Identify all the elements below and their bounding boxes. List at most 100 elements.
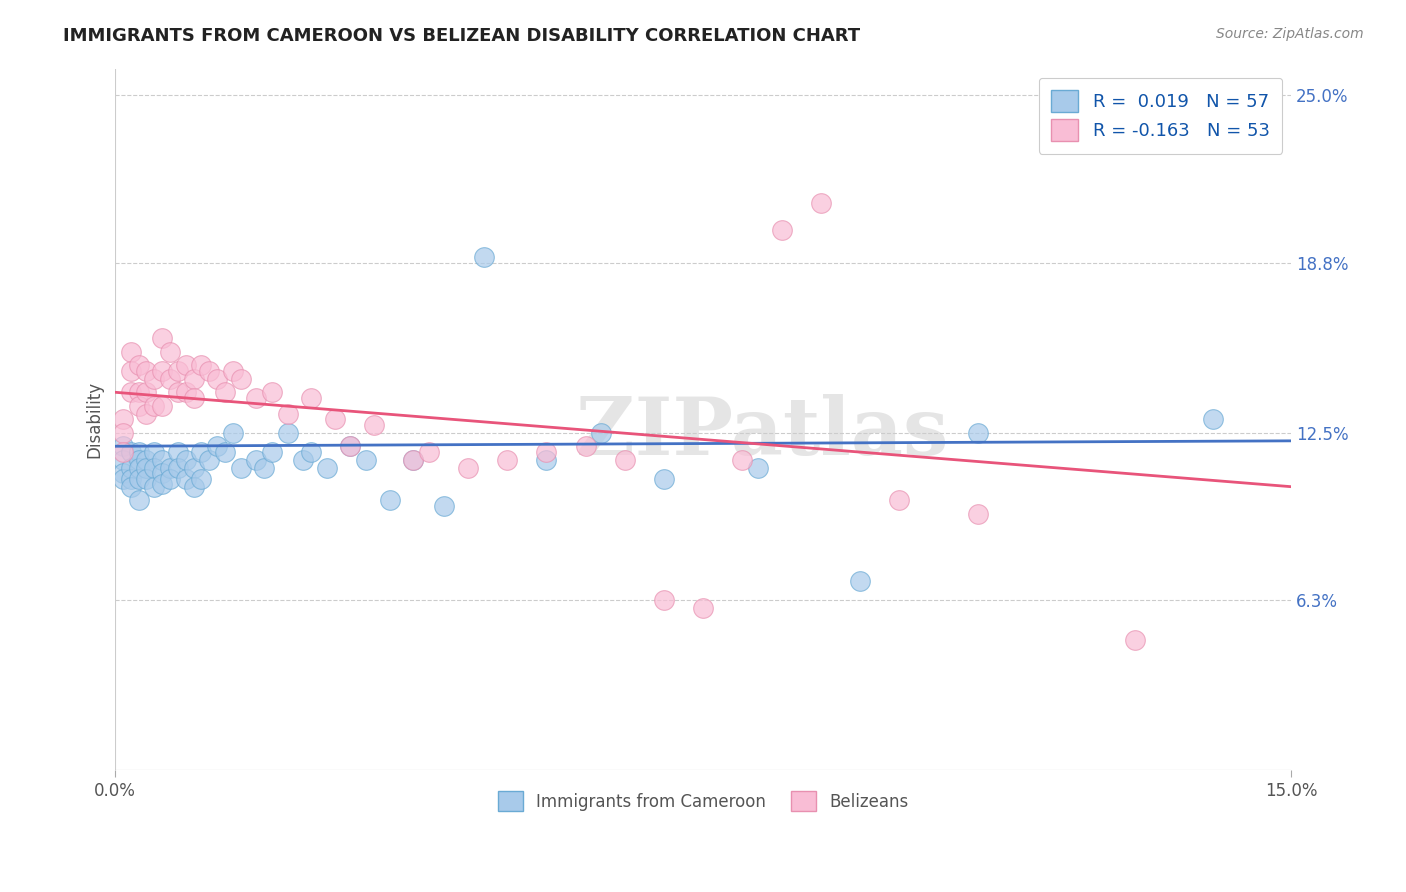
Point <box>418 444 440 458</box>
Point <box>354 452 377 467</box>
Point <box>299 391 322 405</box>
Point <box>198 452 221 467</box>
Point <box>174 385 197 400</box>
Point <box>120 480 142 494</box>
Point <box>229 460 252 475</box>
Point <box>1123 633 1146 648</box>
Point <box>120 385 142 400</box>
Point <box>128 452 150 467</box>
Point <box>166 460 188 475</box>
Point <box>111 467 134 481</box>
Point <box>613 452 636 467</box>
Text: IMMIGRANTS FROM CAMEROON VS BELIZEAN DISABILITY CORRELATION CHART: IMMIGRANTS FROM CAMEROON VS BELIZEAN DIS… <box>63 27 860 45</box>
Point <box>174 359 197 373</box>
Point <box>159 372 181 386</box>
Point <box>433 499 456 513</box>
Point <box>574 439 596 453</box>
Point <box>128 359 150 373</box>
Point <box>966 507 988 521</box>
Point <box>339 439 361 453</box>
Point <box>120 472 142 486</box>
Text: ZIPatlas: ZIPatlas <box>576 394 948 472</box>
Point <box>135 460 157 475</box>
Point <box>315 460 337 475</box>
Point <box>143 460 166 475</box>
Point <box>245 391 267 405</box>
Point <box>143 444 166 458</box>
Point <box>205 439 228 453</box>
Point <box>253 460 276 475</box>
Point <box>143 399 166 413</box>
Point <box>536 452 558 467</box>
Point <box>277 425 299 440</box>
Point <box>245 452 267 467</box>
Point <box>692 601 714 615</box>
Point <box>159 460 181 475</box>
Point <box>214 385 236 400</box>
Point <box>536 444 558 458</box>
Point <box>339 439 361 453</box>
Point <box>183 460 205 475</box>
Point <box>889 493 911 508</box>
Point <box>128 399 150 413</box>
Point <box>591 425 613 440</box>
Point <box>135 364 157 378</box>
Point <box>214 444 236 458</box>
Text: Source: ZipAtlas.com: Source: ZipAtlas.com <box>1216 27 1364 41</box>
Point <box>190 472 212 486</box>
Point <box>363 417 385 432</box>
Point <box>135 407 157 421</box>
Point <box>378 493 401 508</box>
Point <box>299 444 322 458</box>
Point <box>652 472 675 486</box>
Point <box>770 223 793 237</box>
Point <box>472 251 495 265</box>
Point <box>260 444 283 458</box>
Point <box>128 444 150 458</box>
Point <box>166 444 188 458</box>
Point <box>135 472 157 486</box>
Point <box>402 452 425 467</box>
Point <box>183 372 205 386</box>
Point <box>402 452 425 467</box>
Point <box>111 472 134 486</box>
Point <box>150 399 173 413</box>
Point <box>277 407 299 421</box>
Point <box>111 452 134 467</box>
Point <box>731 452 754 467</box>
Point <box>150 467 173 481</box>
Point <box>128 460 150 475</box>
Point <box>135 385 157 400</box>
Point <box>292 452 315 467</box>
Point <box>1202 412 1225 426</box>
Point <box>966 425 988 440</box>
Point <box>128 385 150 400</box>
Point <box>190 359 212 373</box>
Point <box>174 472 197 486</box>
Point <box>166 364 188 378</box>
Point <box>120 364 142 378</box>
Point <box>143 372 166 386</box>
Point <box>166 385 188 400</box>
Point <box>159 472 181 486</box>
Point <box>810 196 832 211</box>
Y-axis label: Disability: Disability <box>86 381 103 458</box>
Point <box>260 385 283 400</box>
Point <box>150 477 173 491</box>
Point <box>120 444 142 458</box>
Point <box>128 493 150 508</box>
Point <box>849 574 872 589</box>
Point <box>198 364 221 378</box>
Point <box>135 452 157 467</box>
Point <box>323 412 346 426</box>
Point <box>128 472 150 486</box>
Point <box>111 425 134 440</box>
Point <box>150 364 173 378</box>
Point <box>150 331 173 345</box>
Legend: Immigrants from Cameroon, Belizeans: Immigrants from Cameroon, Belizeans <box>485 778 922 825</box>
Point <box>111 439 134 453</box>
Point <box>111 444 134 458</box>
Point <box>457 460 479 475</box>
Point <box>190 444 212 458</box>
Point <box>150 452 173 467</box>
